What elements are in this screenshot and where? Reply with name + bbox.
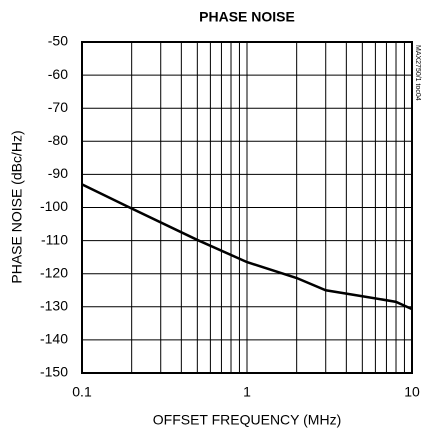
x-tick-label: 1 (243, 384, 251, 400)
y-tick-label: -80 (48, 132, 68, 148)
plot-frame (81, 41, 413, 374)
y-tick-label: -60 (48, 66, 68, 82)
y-tick-label: -70 (48, 99, 68, 115)
y-tick-label: -50 (48, 33, 68, 49)
y-tick-label: -100 (40, 198, 68, 214)
data-line (81, 183, 413, 311)
y-tick-label: -110 (41, 231, 68, 247)
y-tick-label: -150 (40, 364, 68, 380)
y-tick-label: -120 (40, 264, 68, 280)
y-axis-label: PHASE NOISE (dBc/Hz) (9, 130, 25, 283)
y-tick-label: -140 (40, 331, 68, 347)
y-tick-label: -90 (48, 165, 68, 181)
x-tick-label: 10 (404, 384, 420, 400)
x-tick-label: 0.1 (72, 384, 92, 400)
chart-title: PHASE NOISE (199, 9, 295, 25)
x-axis-label: OFFSET FREQUENCY (MHz) (153, 412, 342, 428)
y-tick-label: -130 (40, 298, 68, 314)
annotation: MAX2750/1 toc04 (414, 45, 421, 101)
